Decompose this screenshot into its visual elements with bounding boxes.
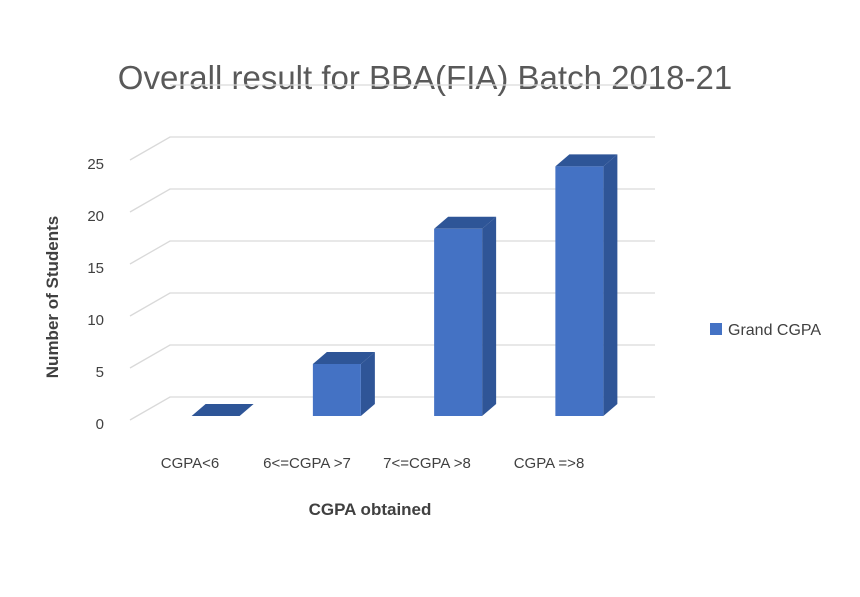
gridline [129,136,655,161]
y-tick-label: 15 [87,260,104,277]
gridlines [129,84,655,421]
bar [312,352,375,416]
bar-top [555,154,618,167]
legend-label: Grand CGPA [728,322,821,339]
y-axis-ticks: 0 5 10 15 20 25 [87,156,104,433]
bar-front [434,228,483,416]
bar-top [312,352,375,364]
bar [555,154,618,416]
bar-front [312,364,361,416]
y-axis-label: Number of Students [43,216,62,378]
legend-swatch [710,323,722,335]
y-tick-label: 0 [96,416,104,433]
bar [434,216,497,416]
x-tick-label: CGPA<6 [161,455,220,472]
bar-front [555,166,604,416]
x-tick-label: CGPA =>8 [514,455,585,472]
bar-side [360,352,375,416]
bar-side [482,216,497,416]
legend: Grand CGPA [710,322,821,339]
gridline [129,188,655,213]
x-axis-ticks: CGPA<6 6<=CGPA >7 7<=CGPA >8 CGPA =>8 [161,455,585,472]
y-tick-label: 25 [87,156,104,173]
y-tick-label: 10 [87,312,104,329]
y-tick-label: 5 [96,364,104,381]
x-tick-label: 6<=CGPA >7 [263,455,351,472]
bar-side [603,154,618,416]
x-axis-label: CGPA obtained [309,500,432,519]
bar-top [434,216,497,229]
chart-title: Overall result for BBA(FIA) Batch 2018-2… [118,59,732,96]
y-tick-label: 20 [87,208,104,225]
bars [191,154,618,416]
x-tick-label: 7<=CGPA >8 [383,455,471,472]
bar [191,404,254,416]
bar-top [191,404,254,416]
